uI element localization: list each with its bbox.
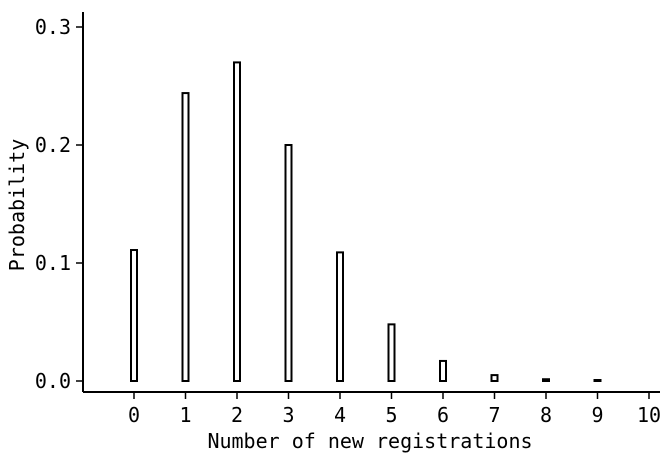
bar-6 xyxy=(439,359,447,383)
bar-4 xyxy=(336,251,344,382)
bars xyxy=(130,61,602,383)
x-axis-title: Number of new registrations xyxy=(207,429,532,453)
x-tick-label: 4 xyxy=(334,403,346,427)
axes xyxy=(82,12,660,393)
y-tick-label: 0.2 xyxy=(35,133,71,157)
x-tick-label: 2 xyxy=(231,403,243,427)
y-tick-label: 0.3 xyxy=(35,15,71,39)
x-tick-label: 6 xyxy=(437,403,449,427)
y-axis-title: Probability xyxy=(5,139,29,271)
bar-3 xyxy=(284,144,293,382)
y-ticks: 0.0 0.1 0.2 0.3 xyxy=(35,15,83,393)
bar-7 xyxy=(490,374,499,383)
x-tick-label: 9 xyxy=(591,403,603,427)
x-tick-label: 5 xyxy=(385,403,397,427)
x-ticks: 0 1 2 3 4 5 6 7 8 9 10 xyxy=(128,392,661,427)
bar-5 xyxy=(387,323,396,382)
x-tick-label: 1 xyxy=(179,403,191,427)
y-tick-label: 0.0 xyxy=(35,369,71,393)
bar-2 xyxy=(233,61,241,383)
x-tick-label: 3 xyxy=(282,403,294,427)
bar-8 xyxy=(542,378,550,383)
bar-0 xyxy=(130,249,138,382)
x-tick-label: 8 xyxy=(540,403,552,427)
bar-1 xyxy=(181,92,190,383)
y-tick-label: 0.1 xyxy=(35,251,71,275)
bar-9 xyxy=(593,379,602,382)
x-tick-label: 10 xyxy=(637,403,661,427)
x-tick-label: 0 xyxy=(128,403,140,427)
x-tick-label: 7 xyxy=(488,403,500,427)
